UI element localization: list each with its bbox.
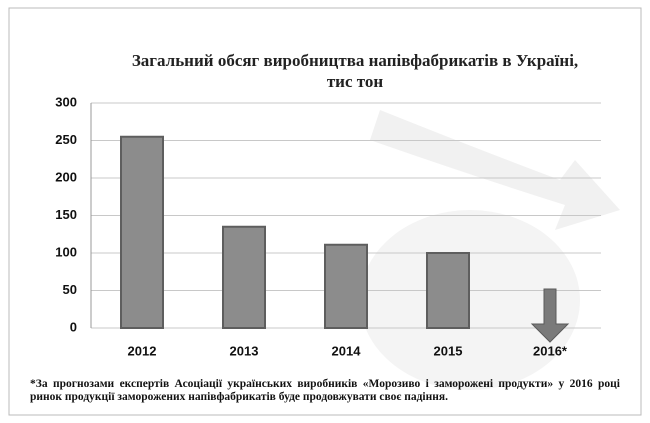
bar [222, 225, 266, 329]
chart-title: Загальний обсяг виробництва напівфабрика… [131, 51, 579, 91]
y-tick-label: 150 [55, 207, 77, 222]
bar [120, 135, 164, 329]
x-tick-label: 2014 [332, 343, 362, 358]
y-tick-label: 300 [55, 94, 77, 109]
x-tick-label: 2015 [434, 343, 463, 358]
footnote: *За прогнозами експертів Асоціації украї… [30, 378, 620, 403]
bar [426, 252, 470, 329]
bar [324, 243, 368, 329]
y-tick-label: 250 [55, 132, 77, 147]
x-tick-label: 2013 [230, 343, 259, 358]
forecast-arrow [530, 288, 570, 343]
y-tick-label: 0 [70, 319, 77, 334]
x-tick-label: 2012 [128, 343, 157, 358]
y-tick-label: 200 [55, 169, 77, 184]
y-tick-label: 50 [63, 282, 77, 297]
x-tick-label: 2016* [533, 343, 568, 358]
y-tick-label: 100 [55, 244, 77, 259]
